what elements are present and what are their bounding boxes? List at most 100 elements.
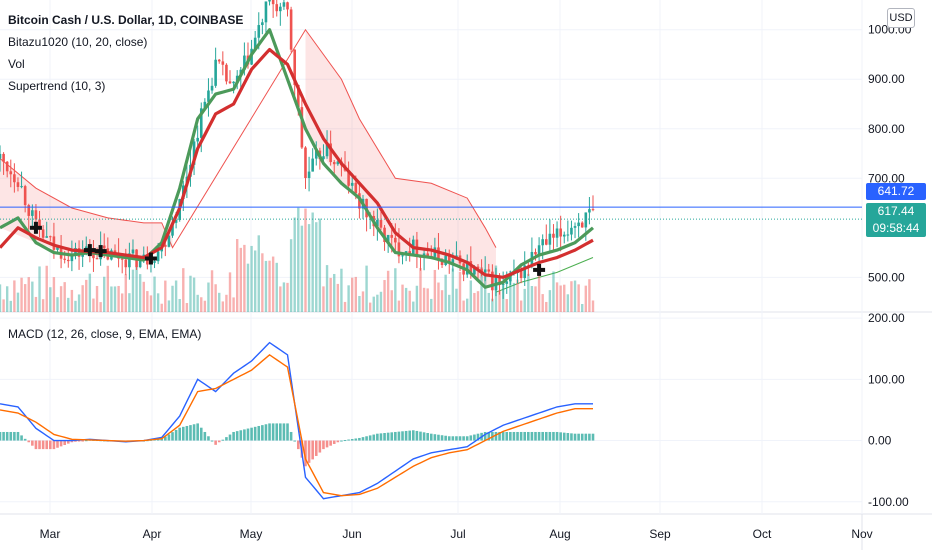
candle-body <box>296 84 300 108</box>
candle-body <box>131 249 135 254</box>
volume-bar <box>365 265 368 312</box>
volume-bar <box>38 266 41 312</box>
volume-bar <box>422 287 426 312</box>
macd-histogram-bar <box>5 431 9 441</box>
candle-body <box>38 219 41 230</box>
volume-bar <box>77 294 81 312</box>
candle-body <box>113 250 117 253</box>
indicator-label-bitazu[interactable]: Bitazu1020 (10, 20, close) <box>8 35 148 49</box>
macd-histogram-bar <box>279 423 282 441</box>
volume-bar <box>218 292 221 312</box>
candle-body <box>138 258 142 268</box>
volume-bar <box>5 286 9 312</box>
candle-body <box>588 209 591 213</box>
candle-body <box>426 253 429 256</box>
volume-bar <box>13 280 16 312</box>
volume-bar <box>563 284 566 312</box>
macd-histogram-bar <box>591 433 595 441</box>
volume-bar <box>466 298 469 312</box>
macd-histogram-bar <box>419 431 422 441</box>
macd-histogram-bar <box>49 440 52 450</box>
macd-histogram-bar <box>271 423 275 441</box>
volume-bar <box>559 285 562 312</box>
macd-histogram-bar <box>325 440 329 448</box>
candle-body <box>401 255 404 257</box>
candle-body <box>196 137 199 142</box>
macd-label[interactable]: MACD (12, 26, close, 9, EMA, EMA) <box>8 327 202 341</box>
volume-bar <box>275 262 278 312</box>
volume-bar <box>63 282 66 312</box>
candle-body <box>491 271 494 291</box>
volume-bar <box>286 282 289 312</box>
volume-bar <box>56 297 59 312</box>
candle-body <box>347 170 350 186</box>
macd-histogram-bar <box>455 436 458 441</box>
macd-histogram-bar <box>189 425 192 441</box>
volume-bar <box>336 283 340 312</box>
cross-marker <box>29 221 42 234</box>
macd-histogram-bar <box>314 440 318 456</box>
candle-body <box>228 81 232 84</box>
macd-histogram-bar <box>268 423 271 441</box>
macd-histogram-bar <box>196 423 199 441</box>
macd-histogram-bar <box>63 440 66 446</box>
macd-histogram-bar <box>81 440 84 442</box>
volume-bar <box>584 285 588 312</box>
candle-body <box>120 258 124 260</box>
macd-histogram-bar <box>318 440 322 453</box>
indicator-label-supertrend[interactable]: Supertrend (10, 3) <box>8 79 106 93</box>
indicator-label-vol[interactable]: Vol <box>8 57 25 71</box>
candle-body <box>451 259 455 263</box>
candle-body <box>534 251 537 255</box>
volume-bar <box>483 272 487 312</box>
macd-histogram-bar <box>527 431 530 441</box>
candle-body <box>56 245 59 250</box>
axes: 1000.00900.00800.00700.00500.00200.00100… <box>40 23 912 541</box>
currency-button[interactable]: USD <box>887 8 915 28</box>
volume-bar <box>523 288 526 312</box>
candle-body <box>447 255 451 263</box>
candle-body <box>13 174 16 183</box>
candle-body <box>20 186 23 188</box>
volume-bar <box>498 290 501 312</box>
macd-histogram-bar <box>559 432 562 441</box>
macd-histogram-bar <box>509 431 512 441</box>
volume-bar <box>566 294 570 312</box>
countdown-tag: 09:58:44 <box>866 220 926 237</box>
volume-bar <box>117 285 120 312</box>
macd-tick-label: 0.00 <box>868 434 892 448</box>
macd-histogram-bar <box>537 431 541 441</box>
volume-bar <box>282 282 286 312</box>
volume-bar <box>142 281 145 312</box>
volume-bar <box>153 276 156 312</box>
volume-bar <box>351 277 354 312</box>
macd-histogram-bar <box>9 431 13 441</box>
macd-histogram-bar <box>458 436 462 441</box>
candle-body <box>253 37 257 49</box>
candle-body <box>487 269 491 272</box>
candle-body <box>282 2 286 7</box>
volume-bar <box>297 207 300 312</box>
candle-body <box>52 236 56 250</box>
volume-bar <box>156 293 160 312</box>
candle-body <box>537 245 541 255</box>
macd-histogram-bar <box>562 432 566 441</box>
macd-histogram-bar <box>174 429 178 441</box>
volume-bar <box>480 267 483 312</box>
macd-histogram-bar <box>45 440 49 450</box>
volume-bar <box>160 303 163 312</box>
macd-histogram-bar <box>66 440 70 444</box>
macd-histogram-bar <box>483 431 487 441</box>
candle-body <box>31 210 34 216</box>
candle-body <box>304 147 307 179</box>
candle-body <box>102 245 106 249</box>
volume-bar <box>577 284 580 312</box>
volume-bar <box>196 294 199 312</box>
candle-body <box>156 251 160 262</box>
volume-bar <box>541 294 544 312</box>
macd-histogram-bar <box>199 427 203 441</box>
macd-histogram-bar <box>232 431 235 441</box>
macd-histogram-bar <box>0 431 2 441</box>
macd-histogram-bar <box>408 430 412 441</box>
